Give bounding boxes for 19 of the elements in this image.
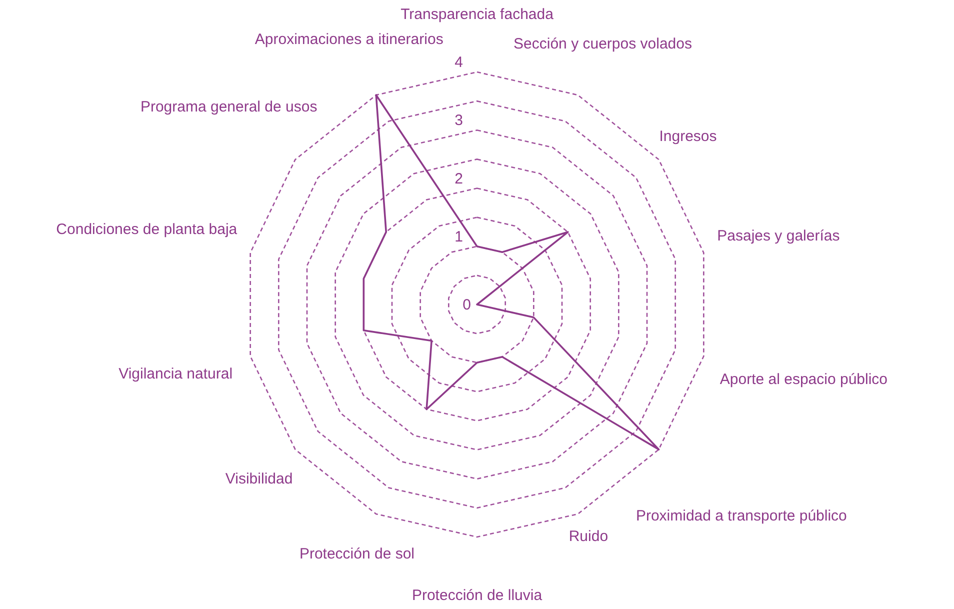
spoke-label: Aproximaciones a itinerarios [254, 30, 444, 48]
spoke-label: Protección de sol [299, 546, 415, 563]
spoke-label: Programa general de usos [140, 98, 318, 116]
y-tick-label: 4 [454, 54, 463, 71]
spoke-label: Protección de lluvia [412, 587, 543, 604]
y-tick-label: 0 [462, 296, 471, 314]
spoke-label: Ingresos [659, 128, 717, 146]
spoke-label: Visibilidad [225, 470, 293, 488]
y-tick-label: 2 [454, 170, 463, 188]
spoke-label: Proximidad a transporte público [636, 507, 847, 524]
spoke-label: Pasajes y galerías [717, 228, 840, 245]
spoke-label: Ruido [568, 528, 608, 545]
spoke-label: Sección y cuerpos volados [514, 35, 692, 52]
spoke-label: Condiciones de planta baja [56, 221, 238, 238]
y-tick-label: 3 [454, 112, 463, 130]
spoke-label: Transparencia fachada [400, 6, 554, 23]
spoke-label: Vigilancia natural [118, 365, 233, 382]
y-tick-label: 1 [454, 228, 463, 246]
spoke-label: Aporte al espacio público [720, 371, 888, 388]
